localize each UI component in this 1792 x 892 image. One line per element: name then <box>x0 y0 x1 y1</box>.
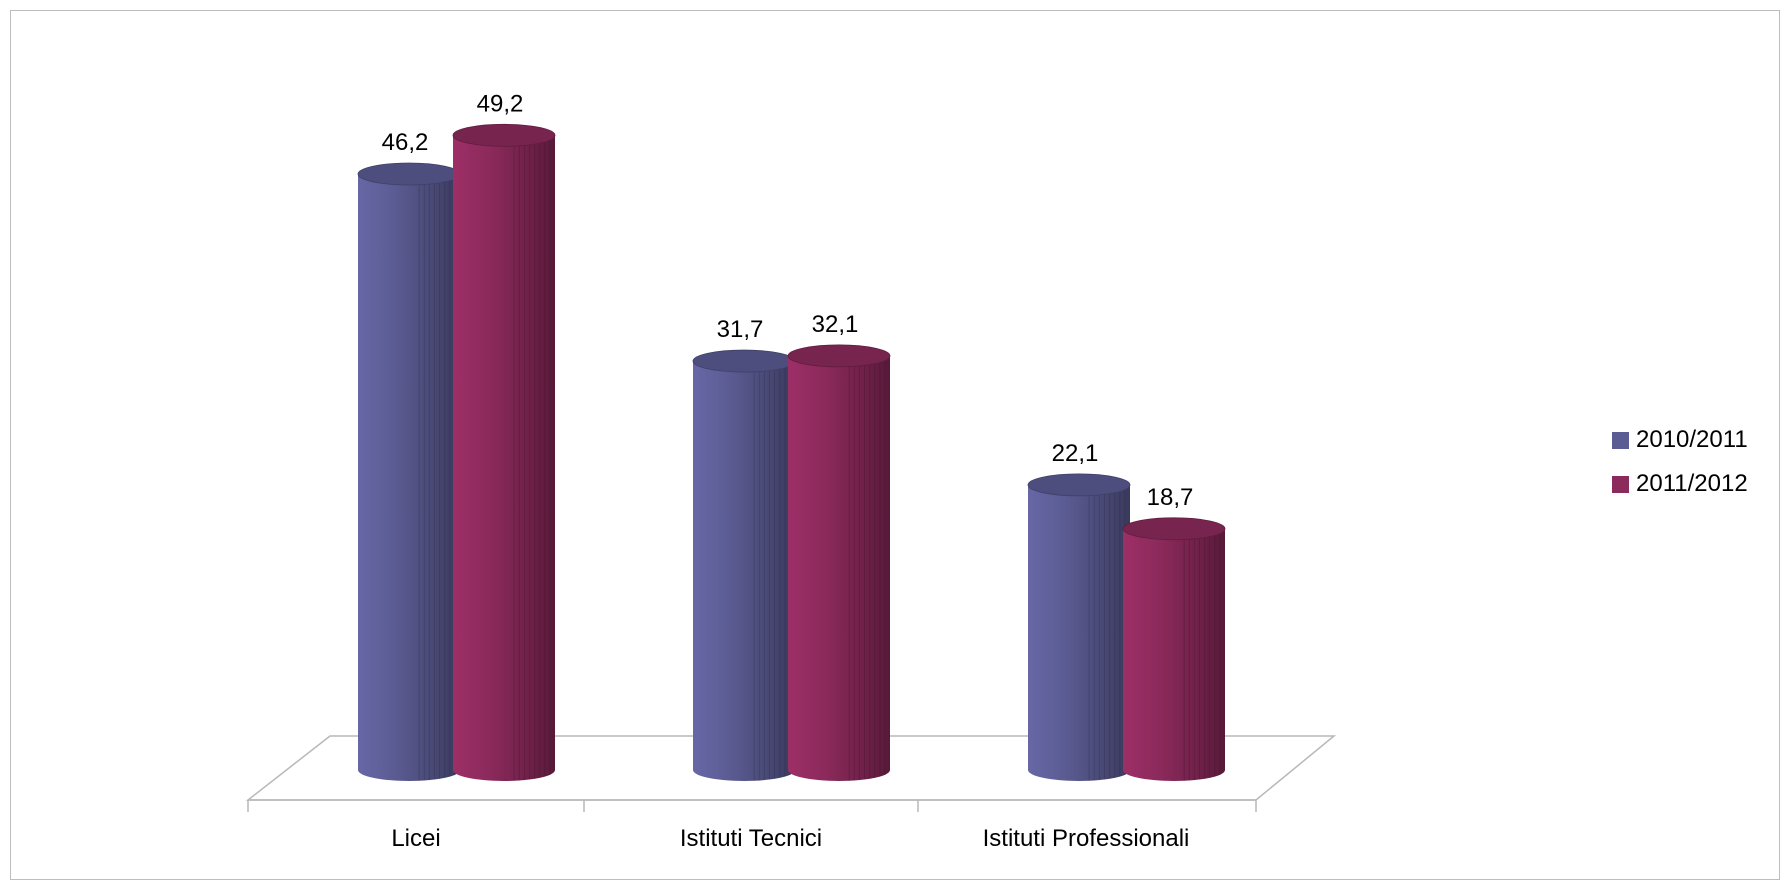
bar-body <box>453 135 555 781</box>
bar-top <box>452 123 556 147</box>
data-label: 18,7 <box>1147 484 1194 511</box>
legend-label-series-1: 2011/2012 <box>1636 470 1748 497</box>
x-axis: Licei Istituti Tecnici Istituti Profession… <box>247 799 1257 852</box>
bar <box>1027 473 1131 781</box>
bar <box>1122 517 1226 781</box>
bar-top <box>1027 473 1131 497</box>
chart-frame <box>10 10 1780 880</box>
bar <box>357 162 461 781</box>
bar <box>452 123 556 781</box>
bar-body <box>1123 528 1225 781</box>
legend: 2010/2011 2011/2012 <box>1612 418 1748 506</box>
bar-body <box>358 174 460 781</box>
data-label: 49,2 <box>477 90 524 117</box>
bar-body <box>1028 484 1130 781</box>
legend-label-series-0: 2010/2011 <box>1636 426 1748 453</box>
bar-top <box>692 349 796 373</box>
legend-item-series-1: 2011/2012 <box>1612 462 1748 506</box>
x-tick-label: Licei <box>391 825 440 852</box>
legend-swatch-series-0 <box>1612 431 1629 449</box>
bar-top <box>357 162 461 186</box>
x-tick-label: Istituti Tecnici <box>680 825 822 852</box>
data-label: 46,2 <box>382 129 429 156</box>
bars-group <box>357 123 1226 781</box>
data-label: 31,7 <box>717 316 764 343</box>
bar <box>692 349 796 781</box>
bar-body <box>693 361 795 781</box>
data-label: 22,1 <box>1052 440 1099 467</box>
bar-top <box>1122 517 1226 541</box>
data-label: 32,1 <box>812 311 859 338</box>
legend-item-series-0: 2010/2011 <box>1612 418 1748 462</box>
data-labels-group: 46,2 49,2 31,7 32,1 22,1 18,7 <box>382 90 1194 510</box>
bar-top <box>787 344 891 368</box>
bar <box>787 344 891 781</box>
x-tick-label: Istituti Professionali <box>983 825 1190 852</box>
legend-swatch-series-1 <box>1612 475 1629 493</box>
bar-body <box>788 355 890 781</box>
